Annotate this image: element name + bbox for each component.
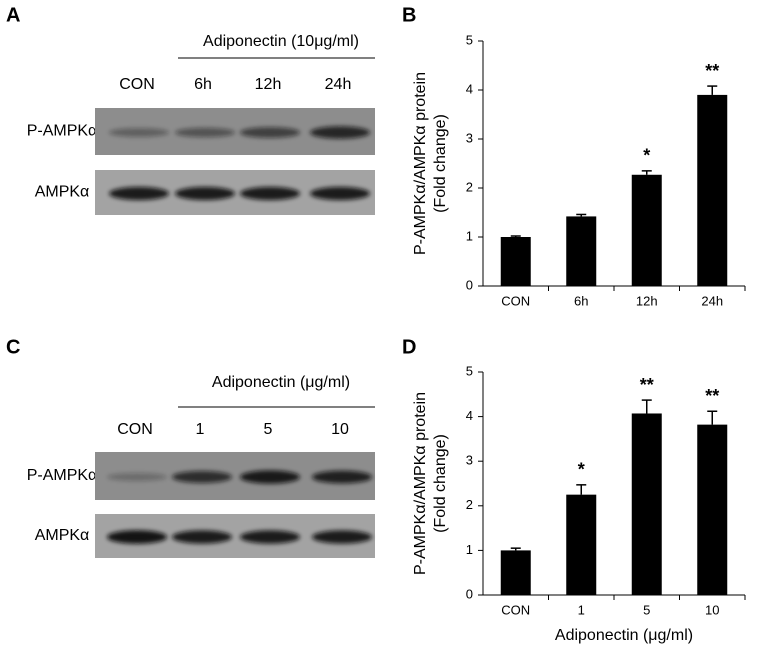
significance: ** — [640, 375, 654, 395]
bar — [697, 424, 728, 595]
treatment-label: Adiponectin (10μg/ml) — [203, 33, 359, 50]
panel-label: C — [6, 336, 20, 358]
error-bar — [510, 235, 521, 237]
significance: * — [578, 460, 585, 480]
band — [107, 530, 167, 544]
row-label: P-AMPKα — [27, 467, 98, 484]
y-tick-label: 3 — [466, 453, 473, 468]
significance: * — [643, 146, 650, 166]
panel-label: A — [6, 4, 20, 26]
y-tick-label: 2 — [466, 179, 473, 194]
lane-label: 24h — [325, 76, 352, 93]
x-tick-label: 24h — [701, 293, 723, 308]
x-tick-label: CON — [501, 602, 530, 617]
bar — [697, 94, 728, 287]
y-tick-label: 1 — [466, 542, 473, 557]
lane-label: 6h — [194, 76, 212, 93]
band — [175, 127, 235, 138]
row-label: AMPKα — [35, 184, 90, 201]
error-bar — [576, 484, 587, 495]
band — [240, 470, 300, 484]
bar — [500, 550, 531, 595]
bar — [566, 216, 597, 286]
lane-label: CON — [119, 76, 155, 93]
band — [107, 473, 167, 481]
lane-label: 12h — [255, 76, 282, 93]
y-axis-label: P-AMPKα/AMPKα protein — [412, 392, 429, 575]
x-tick-label: CON — [501, 293, 530, 308]
band — [240, 186, 300, 201]
band — [109, 186, 169, 201]
panel-label: D — [402, 336, 416, 358]
band — [310, 126, 370, 139]
y-tick-label: 4 — [466, 81, 473, 96]
error-bar — [641, 170, 652, 175]
band — [175, 186, 235, 201]
error-bar — [707, 410, 718, 425]
error-bar — [510, 547, 521, 551]
blot — [95, 170, 375, 215]
bar — [631, 413, 662, 595]
y-tick-label: 0 — [466, 586, 473, 601]
x-tick-label: 5 — [643, 602, 650, 617]
x-tick-label: 6h — [574, 293, 588, 308]
band — [240, 530, 300, 544]
band — [312, 470, 372, 484]
blot — [95, 514, 375, 558]
y-tick-label: 3 — [466, 130, 473, 145]
band — [312, 530, 372, 544]
y-tick-label: 1 — [466, 228, 473, 243]
error-bar — [707, 85, 718, 95]
significance: ** — [705, 61, 719, 81]
bar — [566, 494, 597, 595]
significance: ** — [705, 386, 719, 406]
x-axis-label: Adiponectin (μg/ml) — [555, 627, 693, 644]
lane-label: 5 — [264, 421, 273, 438]
y-axis-label: (Fold change) — [432, 434, 449, 533]
bar — [631, 174, 662, 286]
lane-label: CON — [117, 421, 153, 438]
band — [109, 128, 169, 137]
band — [240, 127, 300, 138]
error-bar — [576, 213, 587, 217]
y-tick-label: 4 — [466, 408, 473, 423]
lane-label: 10 — [331, 421, 349, 438]
band — [172, 471, 232, 483]
blot — [95, 108, 375, 155]
band — [172, 530, 232, 544]
y-tick-label: 5 — [466, 32, 473, 47]
panel-label: B — [402, 4, 416, 26]
bar — [500, 237, 531, 286]
band — [310, 186, 370, 201]
y-tick-label: 0 — [466, 277, 473, 292]
y-axis-label: P-AMPKα/AMPKα protein — [412, 72, 429, 255]
y-tick-label: 2 — [466, 497, 473, 512]
row-label: P-AMPKα — [27, 123, 98, 140]
x-tick-label: 1 — [578, 602, 585, 617]
row-label: AMPKα — [35, 527, 90, 544]
x-tick-label: 10 — [705, 602, 719, 617]
y-axis-label: (Fold change) — [432, 114, 449, 213]
treatment-label: Adiponectin (μg/ml) — [212, 374, 350, 391]
lane-label: 1 — [196, 421, 205, 438]
x-tick-label: 12h — [636, 293, 658, 308]
y-tick-label: 5 — [466, 363, 473, 378]
blot — [95, 452, 375, 500]
error-bar — [641, 399, 652, 414]
